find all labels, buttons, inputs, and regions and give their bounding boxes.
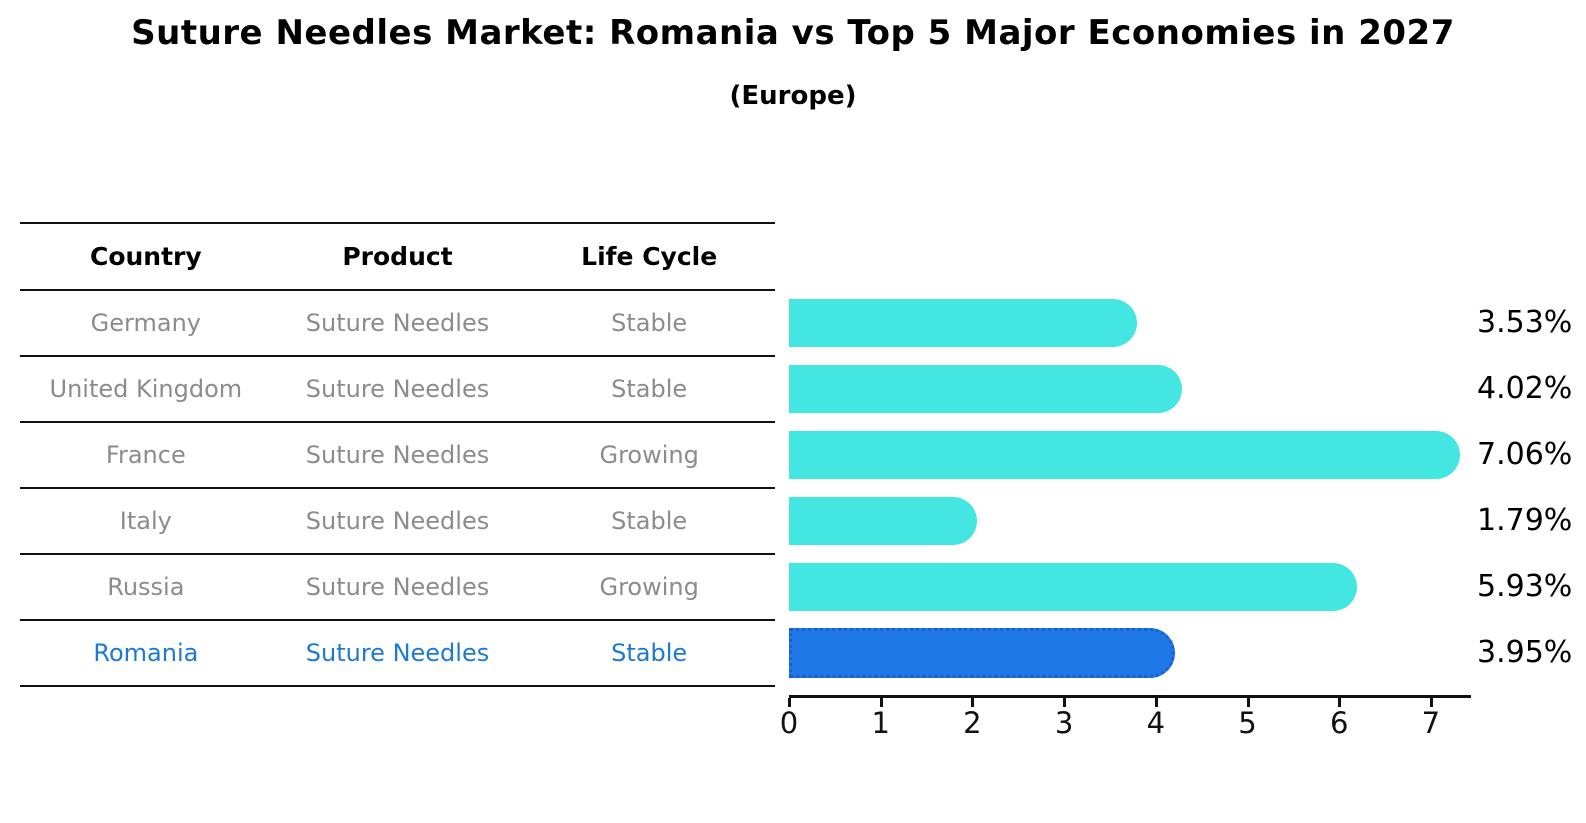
table-row-france: France Suture Needles Growing (20, 423, 775, 489)
cell-life-cycle: Stable (611, 507, 688, 535)
x-axis-tick-label: 4 (1146, 706, 1166, 740)
cell-product: Suture Needles (305, 375, 490, 403)
cell-product: Suture Needles (305, 441, 490, 469)
table-body: Germany Suture Needles Stable United Kingdo… (20, 291, 775, 687)
table-row-germany: Germany Suture Needles Stable (20, 291, 775, 357)
cell-product: Suture Needles (305, 309, 490, 337)
bar-france (789, 430, 1461, 479)
x-axis-tick (788, 698, 791, 707)
cell-life-cycle: Stable (611, 375, 688, 403)
bar-value-label-russia: 5.93% (1477, 568, 1573, 604)
x-axis-tick (971, 698, 975, 707)
bar-value-label-france: 7.06% (1477, 436, 1573, 472)
bar-germany (789, 298, 1137, 347)
bar-value-label-italy: 1.79% (1477, 502, 1573, 538)
x-axis-tick-label: 5 (1238, 706, 1257, 740)
cell-country: Italy (119, 507, 172, 535)
table-row-russia: Russia Suture Needles Growing (20, 555, 775, 621)
cell-country: Romania (93, 639, 199, 667)
column-header-product: Product (342, 242, 453, 271)
bar-romania (789, 627, 1176, 678)
bar-value-label-romania: 3.95% (1477, 634, 1573, 670)
x-axis-tick (1063, 698, 1067, 707)
x-axis-tick-label: 7 (1421, 706, 1441, 740)
x-axis-tick-label: 3 (1054, 706, 1074, 740)
cell-country: United Kingdom (49, 375, 243, 403)
cell-country: Germany (90, 309, 201, 337)
bar-united-kingdom (789, 364, 1182, 413)
cell-product: Suture Needles (305, 639, 490, 667)
x-axis-tick (1338, 698, 1342, 707)
chart-subtitle: (Europe) (729, 81, 857, 111)
table-row-romania: Romania Suture Needles Stable (20, 621, 775, 687)
x-axis-tick-label: 1 (871, 706, 890, 740)
column-header-life-cycle: Life Cycle (581, 242, 718, 271)
country-table: Country Product Life Cycle Germany Suture… (20, 222, 775, 687)
table-row-united-kingdom: United Kingdom Suture Needles Stable (20, 357, 775, 423)
x-axis-tick (1429, 698, 1433, 707)
cell-country: Russia (107, 573, 185, 601)
cell-country: France (105, 441, 186, 469)
cell-product: Suture Needles (305, 507, 490, 535)
cell-life-cycle: Stable (611, 639, 688, 667)
x-axis-tick-label: 2 (963, 706, 982, 740)
table-header-row: Country Product Life Cycle (20, 224, 775, 291)
x-axis-line (789, 695, 1471, 698)
bar-russia (789, 562, 1357, 611)
bar-value-label-germany: 3.53% (1477, 304, 1573, 340)
cell-life-cycle: Stable (611, 309, 688, 337)
cell-life-cycle: Growing (599, 573, 699, 601)
bar-value-label-united-kingdom: 4.02% (1477, 370, 1573, 406)
table-row-italy: Italy Suture Needles Stable (20, 489, 775, 555)
x-axis-tick-label: 0 (779, 706, 799, 740)
chart-title: Suture Needles Market: Romania vs Top 5 … (131, 13, 1455, 53)
cell-product: Suture Needles (305, 573, 490, 601)
x-axis-tick (879, 698, 883, 707)
x-axis-tick-label: 6 (1329, 706, 1349, 740)
column-header-country: Country (89, 242, 202, 271)
x-axis-tick (1154, 698, 1158, 707)
cell-life-cycle: Growing (599, 441, 699, 469)
bar-italy (789, 496, 978, 545)
x-axis-tick (1246, 698, 1250, 707)
